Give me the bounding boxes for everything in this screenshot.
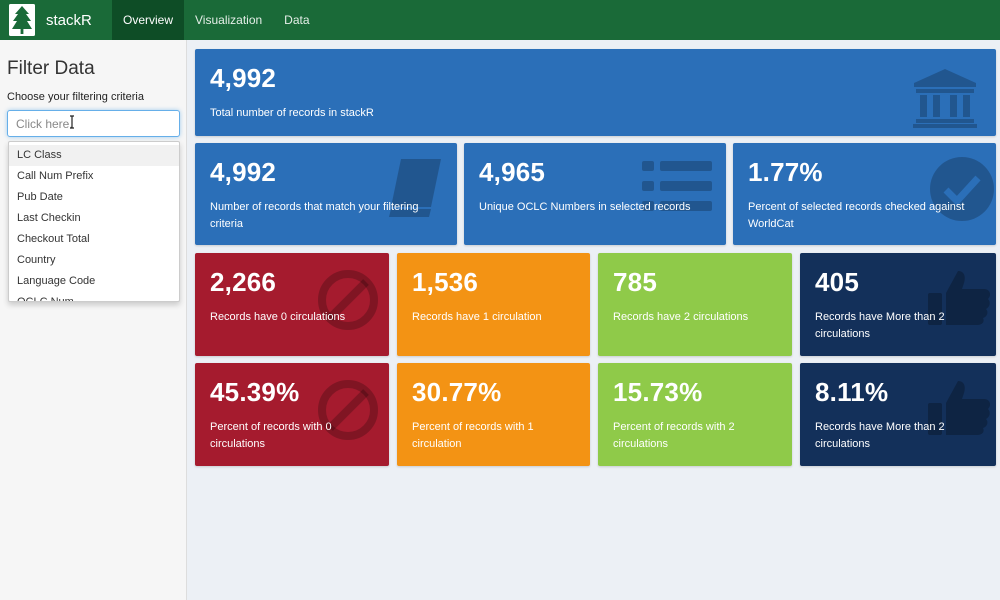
thumbs-up-icon	[928, 381, 991, 435]
one-circulation-percent-value: 30.77%	[412, 377, 502, 407]
option-checkout-total[interactable]: Checkout Total	[17, 233, 90, 245]
text-cursor-icon	[70, 115, 74, 129]
ban-icon	[318, 380, 378, 440]
unique-oclc-value: 4,965	[479, 157, 546, 187]
zero-circulation-label: Records have 0 circulations	[210, 311, 346, 323]
zero-circulation-value: 2,266	[210, 267, 277, 297]
two-circulation-percent-box: 15.73% Percent of records with 2 circula…	[598, 363, 792, 466]
one-circulation-box: 1,536 Records have 1 circulation	[397, 253, 590, 356]
one-circulation-label: Records have 1 circulation	[412, 311, 542, 323]
matching-records-label: Number of records that match your filter…	[210, 201, 419, 230]
more-circulation-label: Records have More than 2 circulations	[815, 311, 945, 340]
matching-records-box: 4,992 Number of records that match your …	[195, 143, 457, 245]
zero-circulation-percent-value: 45.39%	[210, 377, 300, 407]
more-circulation-value: 405	[815, 267, 859, 297]
total-records-box: 4,992 Total number of records in stackR	[195, 49, 996, 136]
tab-overview[interactable]: Overview	[112, 0, 185, 40]
more-circulation-percent-value: 8.11%	[815, 377, 889, 407]
option-last-checkin[interactable]: Last Checkin	[17, 212, 81, 224]
zero-circulation-box: 2,266 Records have 0 circulations	[195, 253, 389, 356]
option-call-num-prefix[interactable]: Call Num Prefix	[17, 170, 94, 182]
thumbs-up-icon	[928, 271, 991, 325]
total-records-value: 4,992	[210, 63, 277, 93]
zero-circulation-percent-box: 45.39% Percent of records with 0 circula…	[195, 363, 389, 466]
more-circulation-percent-label: Records have More than 2 circulations	[815, 421, 945, 450]
unique-oclc-label: Unique OCLC Numbers in selected records	[479, 201, 691, 213]
option-language-code[interactable]: Language Code	[17, 275, 96, 287]
unique-oclc-box: 4,965 Unique OCLC Numbers in selected re…	[464, 143, 726, 245]
option-country[interactable]: Country	[17, 254, 56, 266]
more-circulation-percent-box: 8.11% Records have More than 2 circulati…	[800, 363, 996, 466]
list-icon	[642, 161, 712, 211]
two-circulation-percent-value: 15.73%	[613, 377, 703, 407]
brand-name: stackR	[46, 11, 92, 29]
option-oclc-num[interactable]: OCLC Num	[17, 296, 74, 302]
two-circulation-percent-label: Percent of records with 2 circulations	[613, 421, 735, 450]
option-pub-date[interactable]: Pub Date	[17, 191, 63, 203]
sidebar: Filter Data Choose your filtering criter…	[0, 40, 187, 600]
worldcat-checked-value: 1.77%	[748, 157, 823, 187]
one-circulation-value: 1,536	[412, 267, 479, 297]
filter-criteria-input[interactable]	[7, 110, 180, 137]
zero-circulation-percent-label: Percent of records with 0 circulations	[210, 421, 332, 450]
tab-visualization[interactable]: Visualization	[195, 13, 263, 27]
two-circulation-value: 785	[613, 267, 657, 297]
ban-icon	[318, 270, 378, 330]
total-records-label: Total number of records in stackR	[210, 107, 374, 119]
option-lc-class[interactable]: LC Class	[9, 145, 179, 166]
matching-records-value: 4,992	[210, 157, 277, 187]
more-circulation-box: 405 Records have More than 2 circulation…	[800, 253, 996, 356]
institution-icon	[913, 69, 977, 128]
filter-options-dropdown[interactable]: LC Class Call Num Prefix Pub Date Last C…	[8, 141, 180, 302]
brand[interactable]: stackR	[0, 0, 112, 40]
two-circulation-label: Records have 2 circulations	[613, 311, 749, 323]
worldcat-checked-label: Percent of selected records checked agai…	[748, 201, 965, 230]
book-icon	[389, 159, 441, 217]
two-circulation-box: 785 Records have 2 circulations	[598, 253, 792, 356]
tab-data[interactable]: Data	[284, 13, 310, 27]
filter-criteria-label: Choose your filtering criteria	[7, 91, 144, 103]
worldcat-checked-box: 1.77% Percent of selected records checke…	[733, 143, 996, 245]
sidebar-title: Filter Data	[7, 58, 95, 79]
one-circulation-percent-box: 30.77% Percent of records with 1 circula…	[397, 363, 590, 466]
one-circulation-percent-label: Percent of records with 1 circulation	[412, 421, 534, 450]
pine-tree-logo-icon	[8, 3, 36, 37]
navbar: stackR Overview Visualization Data	[0, 0, 1000, 40]
check-circle-icon	[930, 157, 994, 221]
